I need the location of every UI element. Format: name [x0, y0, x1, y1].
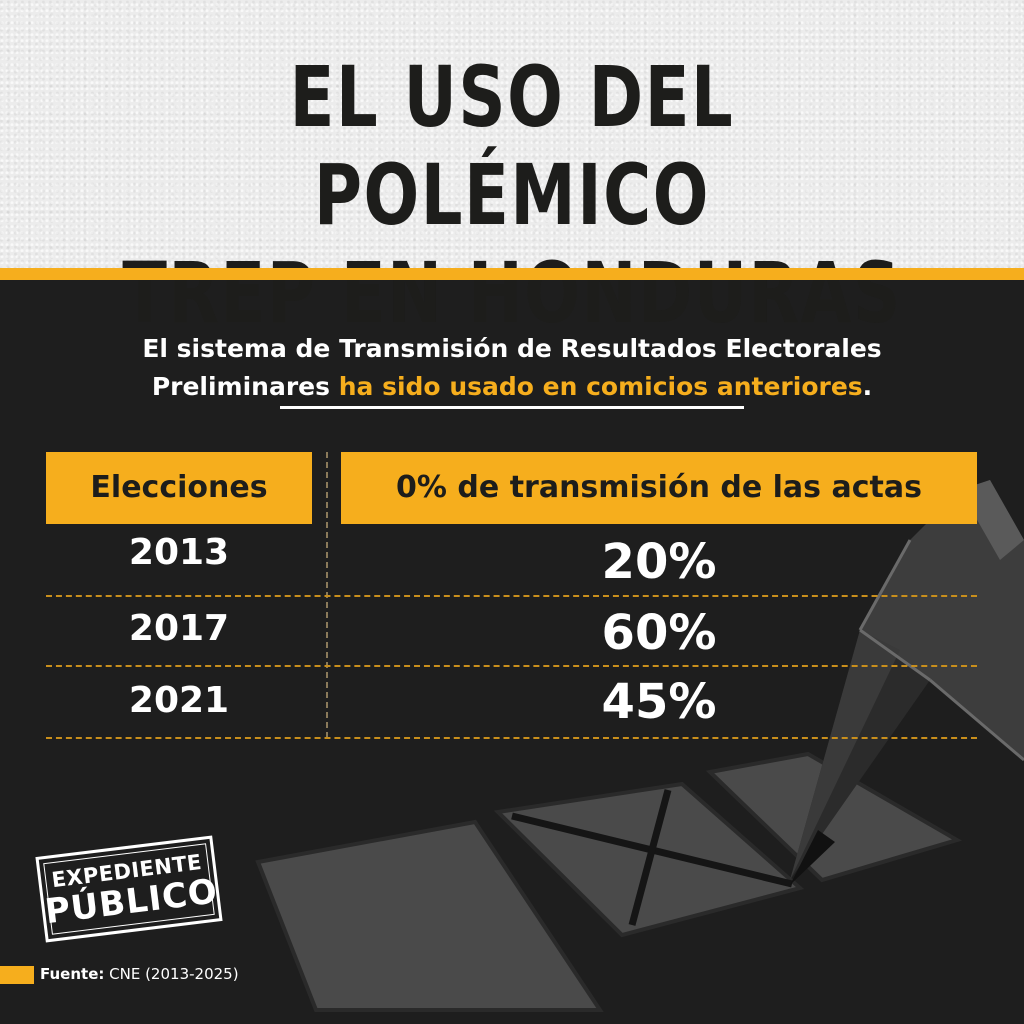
table-row-divider — [46, 737, 977, 739]
header-paper-background — [0, 0, 1024, 270]
table-header-elections: Elecciones — [46, 452, 312, 524]
source-note: Fuente: CNE (2013-2025) — [40, 963, 239, 985]
table-row-divider — [46, 665, 977, 667]
intro-line-1: El sistema de Transmisión de Resultados … — [142, 334, 882, 363]
table-cell-percent: 20% — [601, 534, 717, 590]
table-cell-year: 2017 — [128, 608, 230, 649]
source-accent-bar — [0, 966, 34, 984]
ballot-cross-stroke-2 — [628, 789, 672, 926]
page-title: EL USO DEL POLÉMICO TREP EN HONDURAS — [113, 48, 912, 342]
intro-line-2-start: Preliminares — [151, 372, 339, 401]
table-cell-percent: 45% — [601, 674, 717, 730]
table-cell-year: 2021 — [128, 680, 230, 721]
pencil-illustration — [790, 480, 1024, 885]
source-label: Fuente: — [40, 965, 105, 983]
intro-underline — [280, 406, 744, 409]
accent-divider — [0, 268, 1024, 280]
table-header-transmission: 0% de transmisión de las actas — [341, 452, 977, 524]
source-text: CNE (2013-2025) — [104, 965, 239, 983]
intro-text: El sistema de Transmisión de Resultados … — [100, 330, 924, 406]
intro-highlight: ha sido usado en comicios anteriores — [338, 372, 863, 401]
table-row-divider — [46, 595, 977, 597]
title-line-1: EL USO DEL POLÉMICO — [289, 48, 735, 244]
intro-end: . — [862, 372, 873, 401]
ballot-box-1 — [255, 819, 604, 1012]
title-line-2: TREP EN HONDURAS — [122, 244, 902, 342]
table-cell-year: 2013 — [128, 532, 230, 573]
table-cell-percent: 60% — [601, 605, 717, 661]
